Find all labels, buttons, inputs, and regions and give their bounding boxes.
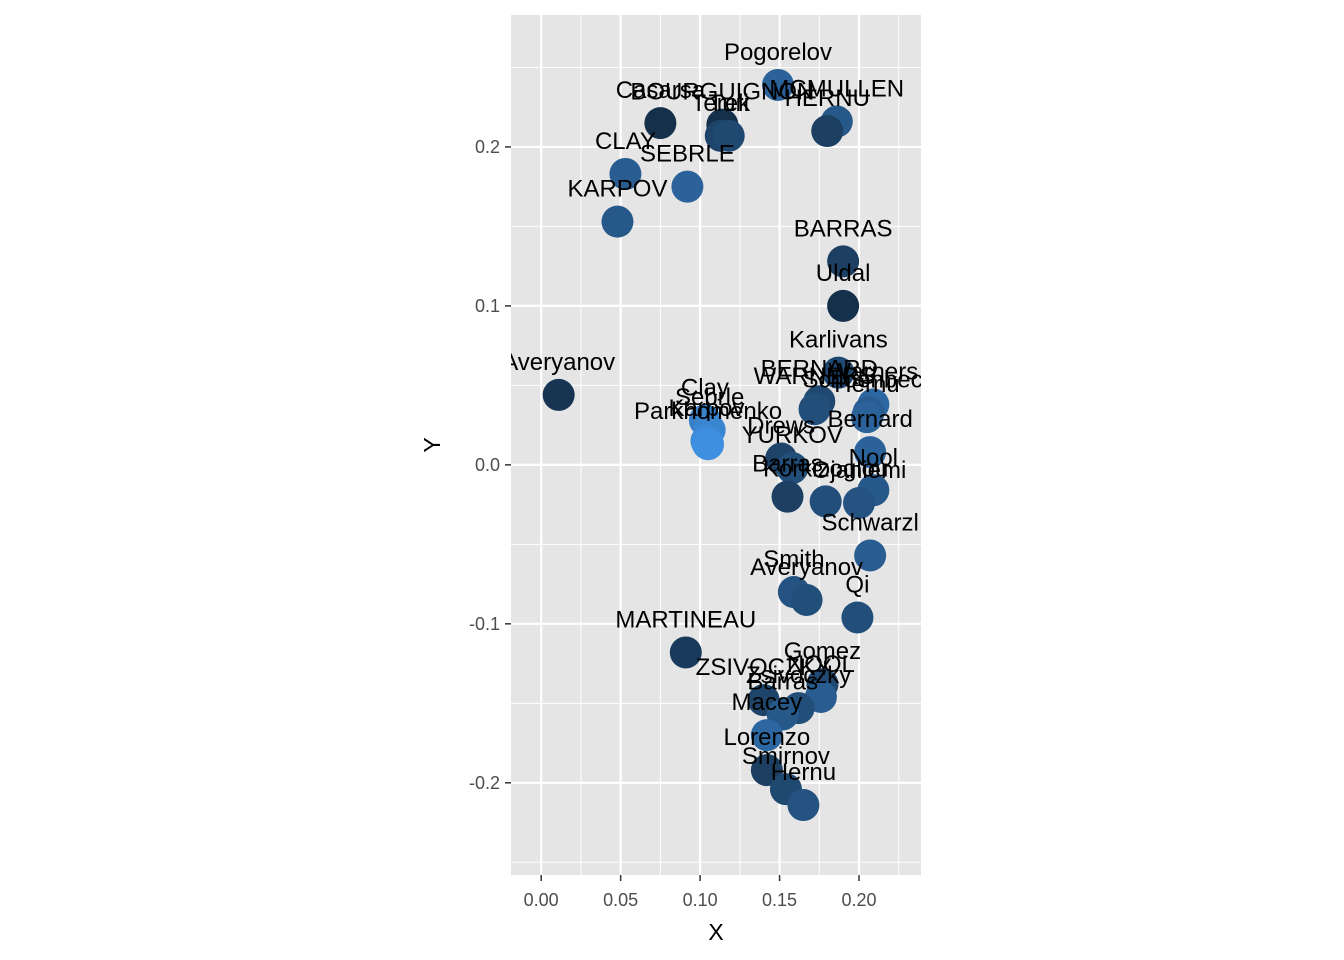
- data-point: [601, 205, 634, 238]
- point-label: KARPOV: [567, 176, 667, 203]
- data-point: [761, 68, 794, 101]
- data-point: [776, 452, 809, 485]
- y-tick-label: -0.2: [469, 773, 500, 793]
- point-label: Bernard: [827, 406, 912, 433]
- minor-gridlines: [511, 15, 921, 875]
- point-label: HERNU: [785, 85, 870, 112]
- point-label: Sebrle: [675, 384, 744, 411]
- point-label: Zsivoczky: [746, 662, 851, 689]
- data-point: [822, 356, 855, 389]
- point-label: Nool: [849, 444, 898, 471]
- data-point: [809, 485, 842, 518]
- data-point: [798, 393, 831, 426]
- point-label: Karpov: [668, 395, 744, 422]
- point-label: BARRAS: [794, 215, 893, 242]
- data-point: [542, 378, 575, 411]
- point-label: Gomez: [784, 638, 861, 665]
- point-label: Karlivans: [789, 327, 888, 354]
- point-label: BERNARD: [761, 355, 878, 382]
- point-label: Drews: [747, 413, 815, 440]
- data-point: [771, 480, 804, 513]
- x-tick-label: 0.20: [841, 890, 876, 910]
- point-label: ZSIVOCZKY: [696, 654, 832, 681]
- x-tick-label: 0.10: [683, 890, 718, 910]
- point-label: Schoenbeck: [803, 366, 936, 393]
- point-label: YURKOV: [742, 422, 843, 449]
- point-label: Hernu: [834, 371, 899, 398]
- point-label: Clay: [681, 374, 729, 401]
- x-tick-label: 0.15: [762, 890, 797, 910]
- point-label: Uldal: [816, 260, 871, 287]
- point-label: Turi: [708, 90, 748, 117]
- data-point: [843, 487, 876, 520]
- point-label: MCMULLEN: [769, 76, 904, 103]
- data-point: [692, 428, 725, 461]
- point-label: Averyanov: [750, 554, 863, 581]
- point-label: Barras: [752, 451, 823, 478]
- data-point: [850, 401, 883, 434]
- y-tick-label: 0.2: [475, 137, 500, 157]
- x-tick-label: 0.00: [524, 890, 559, 910]
- point-label: Qi: [845, 571, 869, 598]
- data-point: [671, 170, 704, 203]
- data-point: [827, 289, 860, 322]
- point-label: Smith: [763, 546, 824, 573]
- point-label: Pogorelov: [724, 39, 832, 66]
- point-label: BOURGUIGNON: [630, 79, 814, 106]
- point-label: Warners: [828, 358, 918, 385]
- data-point: [827, 245, 860, 278]
- data-point: [609, 157, 642, 190]
- y-tick-label: 0.1: [475, 296, 500, 316]
- point-label: Schwarzl: [821, 509, 918, 536]
- data-point: [841, 601, 874, 634]
- data-point: [787, 789, 820, 822]
- data-point: [669, 636, 702, 669]
- point-label: Macey: [732, 689, 803, 716]
- x-axis: 0.00 0.05 0.10 0.15 0.20: [524, 875, 877, 910]
- point-label: Ojaniemi: [812, 457, 907, 484]
- point-label: NOOL: [787, 651, 855, 678]
- point-label: Terek: [691, 90, 751, 117]
- point-label: Hernu: [771, 759, 836, 786]
- x-tick-label: 0.05: [603, 890, 638, 910]
- point-label: Smirnov: [742, 743, 830, 770]
- x-axis-title: X: [708, 919, 723, 945]
- point-label: SEBRLE: [640, 141, 735, 168]
- point-label: Casarsa: [616, 77, 706, 104]
- y-axis-title: Y: [419, 437, 445, 452]
- y-axis: -0.2 -0.1 0.0 0.1 0.2: [469, 137, 511, 793]
- data-point: [854, 436, 887, 469]
- point-label: Parkhomenko: [634, 398, 782, 425]
- data-point: [790, 583, 823, 616]
- data-point: [750, 719, 783, 752]
- point-label: MARTINEAU: [615, 606, 756, 633]
- point-label: Averyanov: [502, 349, 615, 376]
- point-label: WARNERS: [754, 363, 876, 390]
- data-point: [644, 107, 677, 140]
- data-point: [854, 539, 887, 572]
- point-label: Korkizoglou: [763, 455, 888, 482]
- y-tick-label: -0.1: [469, 614, 500, 634]
- y-tick-label: 0.0: [475, 455, 500, 475]
- point-label: CLAY: [595, 128, 656, 155]
- data-point: [811, 115, 844, 148]
- data-points: [542, 68, 890, 822]
- point-label: Barras: [747, 668, 818, 695]
- point-label: Lorenzo: [723, 724, 810, 751]
- data-point: [712, 119, 745, 152]
